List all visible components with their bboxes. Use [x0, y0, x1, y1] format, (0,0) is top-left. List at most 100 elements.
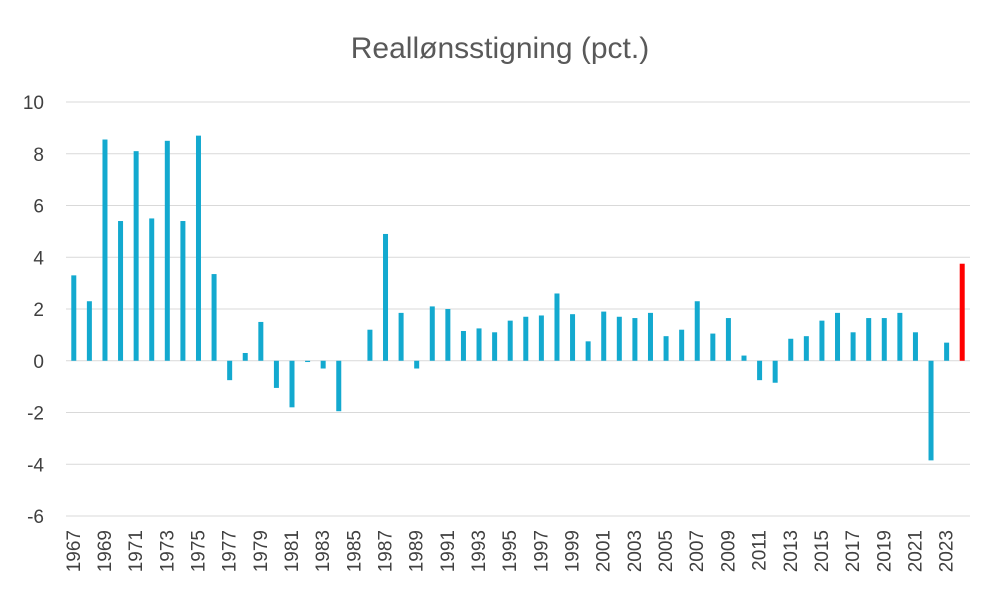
x-tick-label: 2007 — [687, 530, 708, 572]
x-tick-label: 1969 — [95, 530, 116, 572]
bar-1980 — [273, 360, 279, 388]
x-tick-label: 2017 — [843, 530, 864, 572]
bar-1992 — [460, 330, 466, 361]
x-tick-label: 2005 — [656, 530, 677, 572]
bar-1979 — [258, 321, 264, 361]
bar-1994 — [492, 332, 498, 361]
bar-2003 — [632, 318, 638, 361]
bar-2020 — [897, 312, 903, 361]
bar-2017 — [850, 332, 856, 361]
y-tick-label: 0 — [33, 352, 44, 373]
x-tick-label: 2003 — [625, 530, 646, 572]
bar-1990 — [429, 306, 435, 361]
y-tick-label: 6 — [33, 197, 44, 218]
bar-1982 — [305, 360, 311, 363]
bar-1968 — [86, 301, 92, 361]
bars — [71, 135, 965, 461]
x-tick-label: 2009 — [718, 530, 739, 572]
bar-1977 — [227, 360, 233, 381]
x-tick-label: 2013 — [781, 530, 802, 572]
bar-1975 — [195, 135, 201, 361]
bar-2004 — [647, 312, 653, 361]
y-axis-ticks: 10 8 6 4 2 0 -2 -4 -6 — [23, 93, 45, 528]
bar-2013 — [788, 338, 794, 361]
bar-2006 — [679, 329, 685, 361]
bar-1996 — [523, 316, 529, 361]
bar-1967 — [71, 275, 77, 361]
x-tick-label: 2021 — [905, 530, 926, 572]
x-tick-label: 2015 — [812, 530, 833, 572]
bar-2010 — [741, 355, 747, 361]
x-tick-label: 1977 — [220, 530, 241, 572]
chart-title: Reallønsstigning (pct.) — [351, 32, 649, 65]
x-tick-label: 1989 — [407, 530, 428, 572]
bar-1995 — [507, 320, 513, 361]
bar-2018 — [866, 318, 872, 361]
bar-2019 — [881, 318, 887, 361]
bar-2000 — [585, 341, 591, 361]
x-tick-label: 2019 — [874, 530, 895, 572]
x-tick-label: 2001 — [594, 530, 615, 572]
bar-1988 — [398, 312, 404, 361]
bar-2011 — [757, 360, 763, 381]
bar-1987 — [383, 233, 389, 361]
x-tick-label: 1999 — [563, 530, 584, 572]
x-tick-label: 1971 — [126, 530, 147, 572]
x-tick-label: 1987 — [376, 530, 397, 572]
x-tick-label: 1993 — [469, 530, 490, 572]
bar-1983 — [320, 360, 326, 369]
bar-2001 — [601, 311, 607, 361]
bar-1969 — [102, 139, 108, 361]
bar-2014 — [803, 336, 809, 361]
bar-1973 — [164, 140, 170, 361]
bar-2007 — [694, 301, 700, 361]
x-tick-label: 1997 — [531, 530, 552, 572]
bar-1974 — [180, 221, 186, 361]
y-tick-label: 10 — [23, 93, 44, 114]
bar-2022 — [928, 360, 934, 461]
y-tick-label: -4 — [27, 455, 44, 476]
x-axis-ticks: 1967 1969 1971 1973 1975 1977 1979 1981 1983 1985… — [64, 530, 958, 572]
y-tick-label: -6 — [27, 507, 44, 528]
bar-1991 — [445, 309, 451, 361]
x-tick-label: 1967 — [64, 530, 85, 572]
y-tick-label: 2 — [33, 300, 44, 321]
y-tick-label: -2 — [27, 404, 44, 425]
x-tick-label: 1991 — [438, 530, 459, 572]
bar-2024 — [959, 263, 965, 361]
bar-1984 — [336, 360, 342, 412]
bar-2008 — [710, 333, 716, 361]
x-tick-label: 1985 — [344, 530, 365, 572]
gridlines — [66, 101, 970, 517]
bar-1986 — [367, 329, 373, 361]
bar-2023 — [944, 342, 950, 361]
x-tick-label: 2023 — [937, 530, 958, 572]
y-tick-label: 8 — [33, 145, 44, 166]
bar-2021 — [912, 332, 918, 361]
bar-1997 — [538, 315, 544, 361]
y-tick-label: 4 — [33, 248, 44, 269]
x-tick-label: 2011 — [750, 530, 771, 571]
bar-1976 — [211, 274, 217, 361]
bar-1993 — [476, 328, 482, 361]
x-tick-label: 1995 — [500, 530, 521, 572]
bar-1981 — [289, 360, 295, 408]
x-tick-label: 1981 — [282, 530, 303, 572]
bar-2009 — [725, 318, 731, 361]
x-tick-label: 1983 — [313, 530, 334, 572]
bar-1972 — [149, 218, 155, 361]
bar-2015 — [819, 320, 825, 361]
bar-1970 — [118, 221, 124, 361]
bar-1971 — [133, 151, 139, 361]
bar-2005 — [663, 336, 669, 361]
bar-1999 — [570, 314, 576, 361]
x-tick-label: 1979 — [251, 530, 272, 572]
bar-1989 — [414, 360, 420, 369]
bar-1978 — [242, 352, 248, 361]
x-tick-label: 1975 — [188, 530, 209, 572]
bar-1998 — [554, 293, 560, 361]
x-tick-label: 1973 — [157, 530, 178, 572]
bar-2012 — [772, 360, 778, 383]
